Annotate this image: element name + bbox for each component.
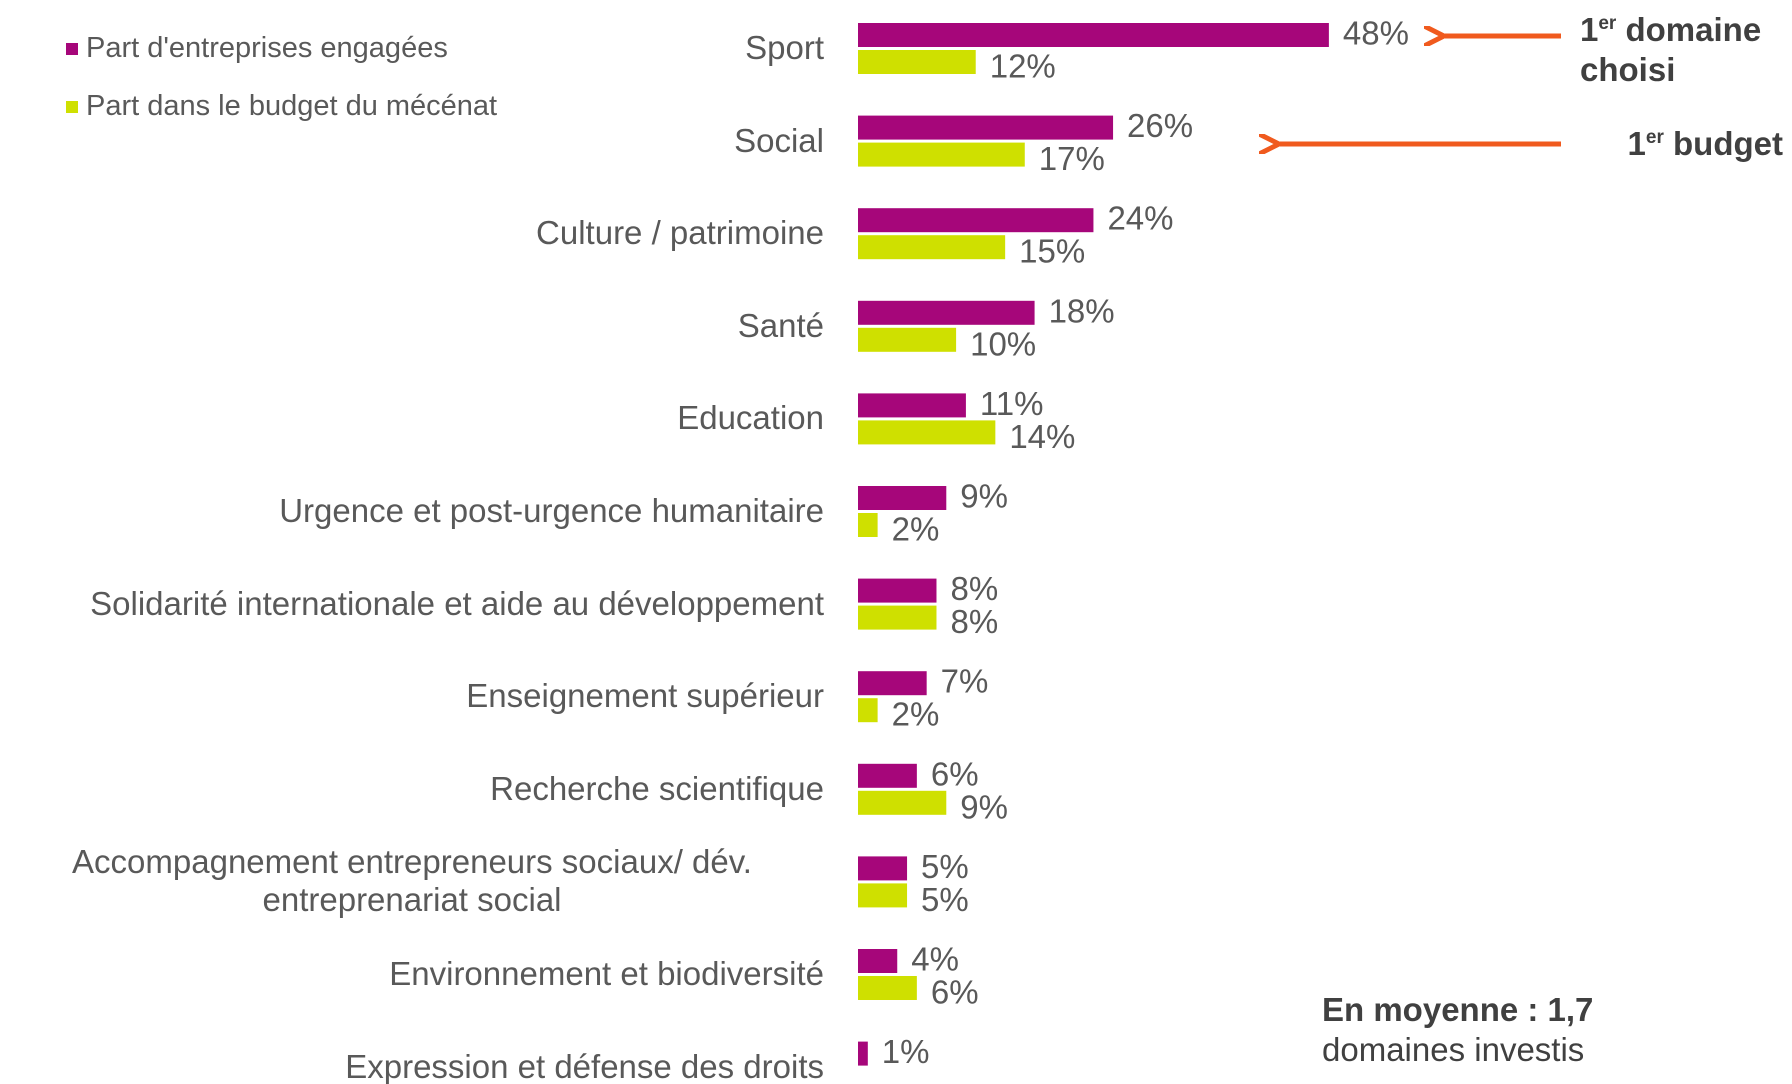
value-label: 4% [911, 941, 959, 978]
bar [858, 671, 927, 696]
bar [858, 763, 917, 788]
category-label: Enseignement supérieur [466, 677, 824, 715]
category-label: Culture / patrimoine [536, 214, 824, 252]
bar [858, 698, 878, 723]
value-label: 15% [1019, 233, 1085, 270]
legend-swatch [66, 42, 78, 55]
bar [858, 23, 1329, 47]
value-label: 6% [931, 974, 979, 1011]
category-label: Social [734, 121, 824, 159]
bar [858, 115, 1114, 140]
category-label: Solidarité internationale et aide au dév… [90, 584, 824, 622]
category-label: Expression et défense des droits [345, 1047, 824, 1084]
value-label: 2% [892, 696, 940, 733]
value-label: 26% [1127, 107, 1193, 144]
bar [858, 208, 1094, 233]
bar [858, 856, 908, 881]
bar [858, 486, 947, 510]
annotation: 1er budget [1627, 125, 1783, 162]
bar [858, 300, 1035, 325]
category-label: Accompagnement entrepreneurs sociaux/ dé… [72, 843, 752, 919]
value-label: 24% [1107, 200, 1173, 237]
value-label: 2% [892, 511, 940, 548]
legend-label: Part dans le budget du mécénat [86, 90, 498, 122]
category-label: Education [677, 399, 824, 437]
value-label: 12% [990, 48, 1056, 85]
bar [858, 327, 957, 352]
legend-label: Part d'entreprises engagées [86, 32, 448, 64]
category-label: Urgence et post-urgence humanitaire [279, 492, 824, 529]
annotation: 1er domaine choisi [1580, 11, 1762, 88]
value-label: 8% [950, 603, 998, 640]
bar [858, 883, 908, 908]
bar [858, 1041, 868, 1066]
value-label: 11% [980, 385, 1044, 422]
value-label: 5% [921, 848, 969, 885]
value-label: 5% [921, 881, 969, 918]
bar [858, 578, 937, 603]
value-label: 9% [960, 478, 1008, 515]
bar [858, 420, 996, 445]
bar [858, 50, 976, 74]
bar [858, 976, 917, 1000]
value-label: 14% [1009, 418, 1075, 455]
note: En moyenne : 1,7 domaines investis [1322, 991, 1594, 1068]
legend-item: Part d'entreprises engagées [66, 32, 448, 65]
category-label: Sport [745, 29, 824, 66]
legend-swatch [66, 100, 78, 113]
bar [858, 393, 966, 418]
bar [858, 949, 898, 973]
value-label: 9% [960, 788, 1008, 825]
value-label: 48% [1343, 15, 1409, 52]
category-label: Santé [737, 306, 824, 344]
bar [858, 605, 937, 630]
bar [858, 513, 878, 537]
value-label: 1% [882, 1033, 930, 1070]
bar [858, 790, 947, 815]
legend-item: Part dans le budget du mécénat [66, 90, 497, 123]
category-label: Recherche scientifique [490, 769, 824, 807]
value-label: 7% [941, 663, 989, 700]
category-label: Environnement et biodiversité [389, 955, 824, 992]
bar [858, 235, 1006, 260]
value-label: 8% [950, 570, 998, 607]
value-label: 17% [1039, 140, 1105, 177]
bar [858, 142, 1025, 167]
value-label: 6% [931, 755, 979, 792]
value-label: 10% [970, 325, 1036, 362]
value-label: 18% [1049, 292, 1115, 329]
